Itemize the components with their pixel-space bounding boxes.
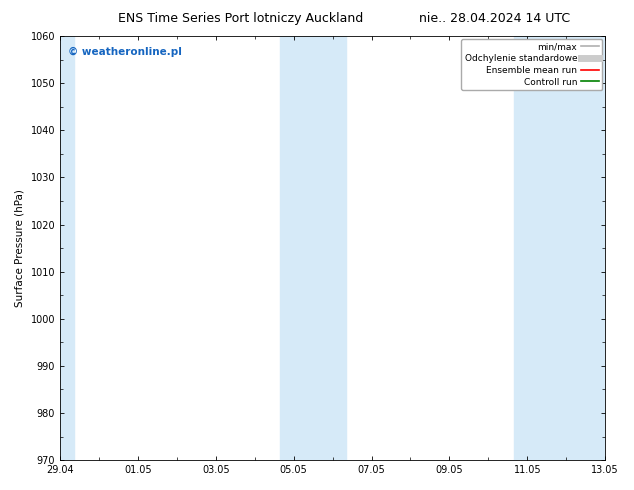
Legend: min/max, Odchylenie standardowe, Ensemble mean run, Controll run: min/max, Odchylenie standardowe, Ensembl… xyxy=(461,39,602,90)
Y-axis label: Surface Pressure (hPa): Surface Pressure (hPa) xyxy=(15,189,25,307)
Bar xyxy=(280,36,346,460)
Text: nie.. 28.04.2024 14 UTC: nie.. 28.04.2024 14 UTC xyxy=(419,12,570,25)
Bar xyxy=(60,36,74,460)
Text: ENS Time Series Port lotniczy Auckland: ENS Time Series Port lotniczy Auckland xyxy=(119,12,363,25)
Bar xyxy=(514,36,605,460)
Text: © weatheronline.pl: © weatheronline.pl xyxy=(68,47,182,57)
